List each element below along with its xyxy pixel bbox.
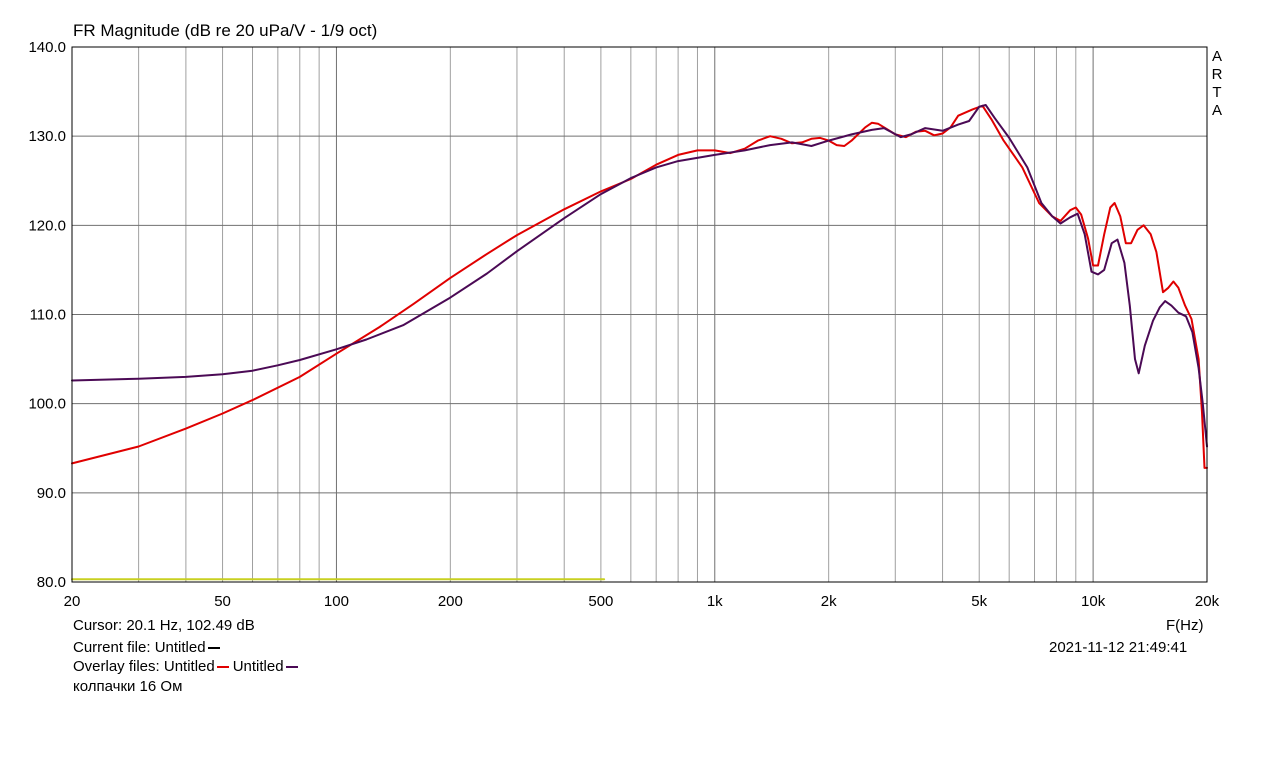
measurement-note: колпачки 16 Ом [73, 678, 183, 695]
series-line-purple [71, 104, 1208, 448]
x-axis-unit-label: F(Hz) [1166, 617, 1204, 634]
y-tick-label: 80.0 [37, 574, 66, 591]
x-tick-label: 1k [707, 593, 723, 610]
x-tick-label: 100 [324, 593, 349, 610]
overlay-files-label: Overlay files: Untitled Untitled [73, 658, 302, 676]
series-layer [71, 104, 1208, 469]
series-line-red [71, 104, 1208, 469]
x-tick-label: 500 [588, 593, 613, 610]
cursor-readout: Cursor: 20.1 Hz, 102.49 dB [73, 617, 255, 634]
brand-letter: T [1212, 84, 1222, 101]
brand-letter: A [1211, 102, 1222, 119]
y-tick-label: 110.0 [30, 307, 66, 324]
x-tick-label: 50 [214, 593, 231, 610]
y-tick-label: 140.0 [28, 39, 66, 56]
overlay-purple-swatch [285, 666, 298, 669]
current-file-text: Current file: Untitled [73, 639, 206, 656]
grid [72, 47, 1207, 582]
brand-letter: A [1211, 48, 1222, 65]
y-tick-label: 100.0 [28, 396, 66, 413]
x-tick-label: 20k [1195, 593, 1220, 610]
y-tick-label: 130.0 [28, 128, 66, 145]
timestamp: 2021-11-12 21:49:41 [1049, 639, 1188, 656]
y-tick-label: 90.0 [37, 485, 66, 502]
y-axis-ticks: 80.0 90.0 100.0 110.0 120.0 130.0 140.0 [28, 39, 66, 591]
plot-frame [71, 46, 1208, 583]
current-file-label: Current file: Untitled [73, 639, 224, 657]
x-tick-label: 5k [971, 593, 987, 610]
x-tick-label: 2k [821, 593, 837, 610]
y-tick-label: 120.0 [28, 217, 66, 234]
x-tick-label: 200 [438, 593, 463, 610]
chart-title: FR Magnitude (dB re 20 uPa/V - 1/9 oct) [73, 21, 378, 40]
x-tick-label: 20 [64, 593, 81, 610]
overlay-red-swatch [216, 666, 229, 669]
current-file-swatch [207, 647, 220, 650]
x-tick-label: 10k [1081, 593, 1106, 610]
x-axis-ticks: 20 50 100 200 500 1k 2k 5k 10k 20k [64, 593, 1220, 610]
overlay-second-text: Untitled [232, 658, 284, 675]
overlay-files-text: Overlay files: Untitled [73, 658, 215, 675]
brand-logo: A R T A [1210, 48, 1224, 120]
brand-letter: R [1211, 66, 1223, 83]
